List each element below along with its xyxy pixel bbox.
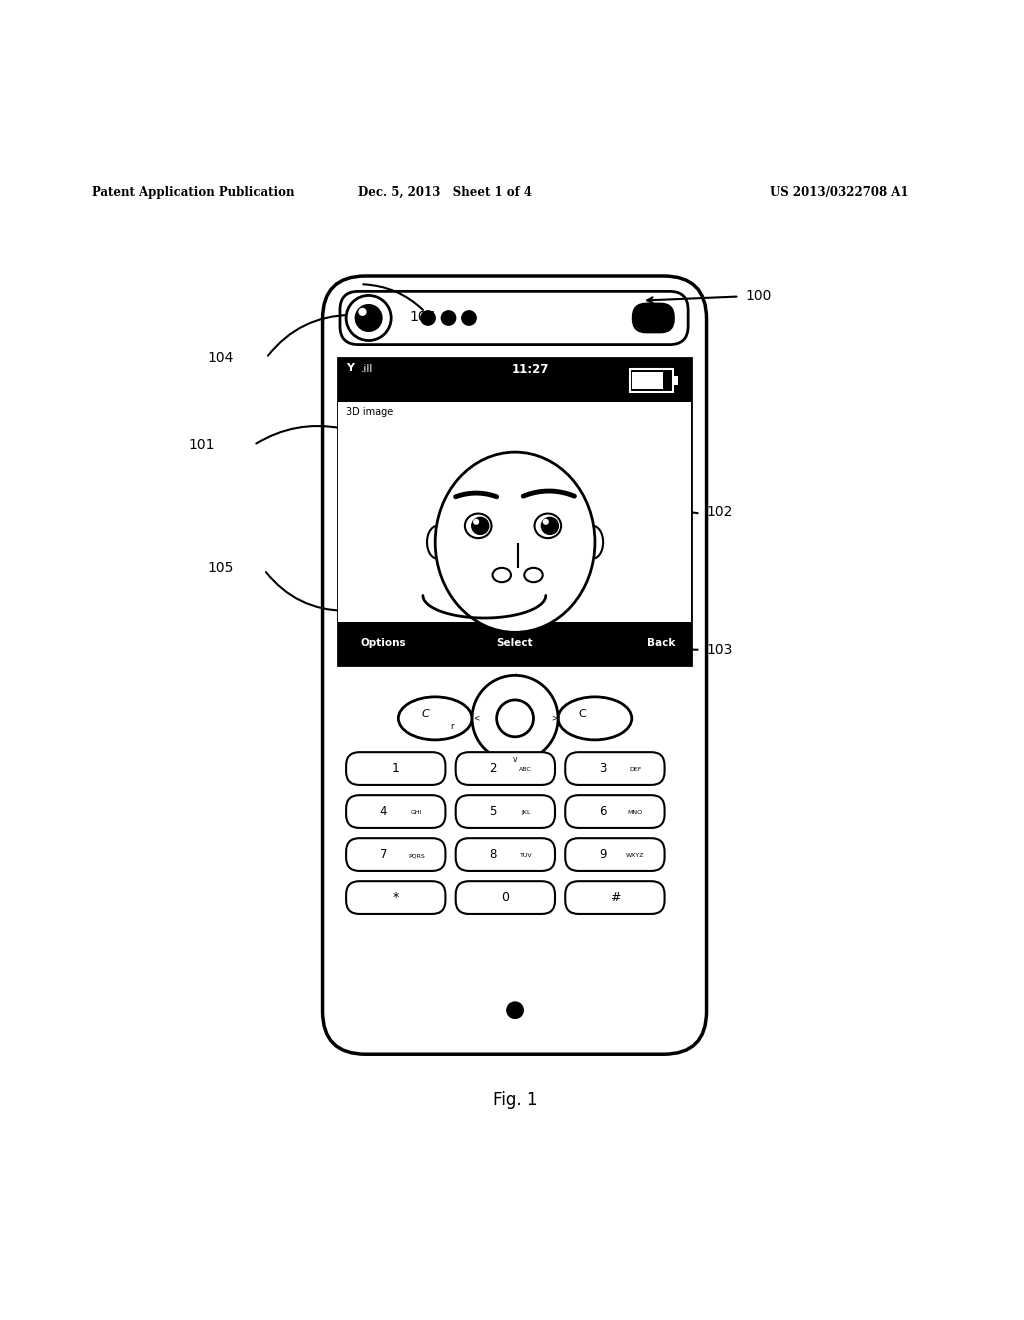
Text: v: v [513,755,517,764]
Text: Back: Back [647,638,676,648]
Text: ABC: ABC [519,767,532,772]
FancyBboxPatch shape [673,376,678,384]
Text: 103: 103 [707,643,733,657]
Text: TUV: TUV [519,853,532,858]
Text: Y: Y [346,363,354,374]
Text: #: # [609,891,621,904]
Text: Patent Application Publication: Patent Application Publication [92,186,295,198]
FancyBboxPatch shape [346,838,445,871]
FancyBboxPatch shape [456,838,555,871]
Text: 5: 5 [489,805,497,818]
Text: 101: 101 [188,438,215,451]
Circle shape [441,310,456,325]
Circle shape [473,519,479,525]
Circle shape [543,519,549,525]
Ellipse shape [535,513,561,539]
FancyBboxPatch shape [633,304,674,333]
Text: 3D image: 3D image [346,407,393,417]
FancyBboxPatch shape [338,358,691,665]
Ellipse shape [493,568,511,582]
Text: WXYZ: WXYZ [626,853,645,858]
Ellipse shape [524,568,543,582]
Text: Select: Select [497,638,532,648]
FancyBboxPatch shape [346,882,445,913]
Text: Options: Options [360,638,407,648]
Ellipse shape [558,697,632,741]
Text: GHI: GHI [411,810,422,814]
Text: 100: 100 [745,289,772,304]
FancyBboxPatch shape [456,882,555,913]
FancyBboxPatch shape [565,795,665,828]
Circle shape [346,296,391,341]
Circle shape [541,516,559,535]
Text: MNO: MNO [628,810,643,814]
Circle shape [421,310,435,325]
FancyBboxPatch shape [456,795,555,828]
Circle shape [358,308,367,315]
FancyBboxPatch shape [632,372,663,388]
Text: Dec. 5, 2013   Sheet 1 of 4: Dec. 5, 2013 Sheet 1 of 4 [358,186,532,198]
Text: JKL: JKL [521,810,530,814]
Ellipse shape [427,525,447,558]
FancyBboxPatch shape [346,795,445,828]
Text: .ill: .ill [360,364,373,374]
Ellipse shape [398,697,472,741]
FancyBboxPatch shape [565,752,665,785]
Text: 0: 0 [502,891,509,904]
Text: US 2013/0322708 A1: US 2013/0322708 A1 [770,186,909,198]
Text: 105: 105 [207,561,233,574]
Text: 11:27: 11:27 [511,363,549,376]
Text: DEF: DEF [629,767,642,772]
FancyBboxPatch shape [456,752,555,785]
Circle shape [472,676,558,762]
Text: 3: 3 [599,762,606,775]
FancyBboxPatch shape [338,622,691,663]
FancyBboxPatch shape [565,838,665,871]
Text: C: C [421,709,429,719]
Circle shape [355,305,382,331]
Text: 104: 104 [207,351,233,364]
Text: >: > [551,714,557,723]
Text: r: r [450,722,454,731]
FancyBboxPatch shape [340,292,688,345]
FancyBboxPatch shape [323,276,707,1055]
Text: 2: 2 [489,762,497,775]
FancyBboxPatch shape [565,882,665,913]
Text: 102: 102 [707,504,733,519]
Circle shape [507,1002,523,1019]
Circle shape [471,516,489,535]
Text: 6: 6 [599,805,606,818]
Text: 106: 106 [410,310,436,323]
Circle shape [497,700,534,737]
FancyBboxPatch shape [338,403,691,622]
Circle shape [462,310,476,325]
Ellipse shape [465,513,492,539]
Text: ^: ^ [512,673,518,682]
Text: 8: 8 [489,847,497,861]
Text: 7: 7 [380,847,387,861]
Text: <: < [473,714,479,723]
Ellipse shape [435,453,595,632]
Text: PQRS: PQRS [408,853,425,858]
FancyBboxPatch shape [630,370,673,392]
Text: Fig. 1: Fig. 1 [493,1092,538,1109]
Text: 9: 9 [599,847,606,861]
Text: 4: 4 [380,805,387,818]
Text: *: * [392,891,399,904]
Text: C: C [579,709,587,719]
Ellipse shape [583,525,603,558]
Text: 1: 1 [392,762,399,775]
FancyBboxPatch shape [346,752,445,785]
